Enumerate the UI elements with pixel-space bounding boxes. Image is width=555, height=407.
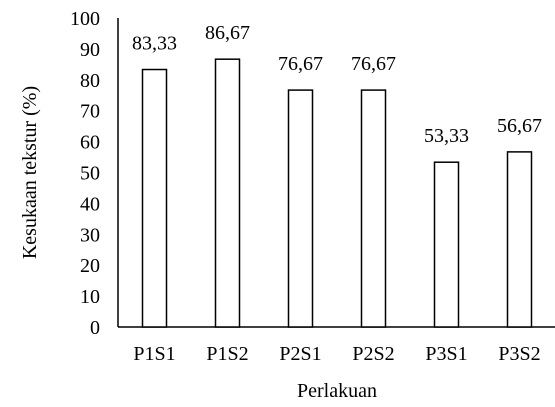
bar-p1s1 bbox=[141, 68, 168, 328]
data-label-p1s1: 83,33 bbox=[132, 33, 177, 55]
x-tick-label-p3s2: P3S2 bbox=[498, 343, 540, 365]
bar-p2s2 bbox=[360, 89, 387, 328]
bar-p3s1 bbox=[433, 161, 460, 328]
data-labels-group: 83,33 86,67 76,67 76,67 53,33 56,67 bbox=[132, 22, 542, 147]
data-label-p3s1: 53,33 bbox=[424, 125, 469, 147]
bar-p3s2 bbox=[506, 151, 533, 328]
y-tick-label: 20 bbox=[80, 255, 100, 277]
x-tick-label-p3s1: P3S1 bbox=[425, 343, 467, 365]
y-axis-title: Kesukaan tekstur (%) bbox=[19, 86, 41, 259]
y-tick-label: 70 bbox=[80, 101, 100, 123]
x-axis-tick-labels: P1S1 P1S2 P2S1 P2S2 P3S1 P3S2 bbox=[133, 343, 540, 365]
bar-p1s2 bbox=[214, 58, 241, 328]
bars-group bbox=[141, 58, 533, 328]
x-tick-label-p2s2: P2S2 bbox=[352, 343, 394, 365]
y-tick-label: 50 bbox=[80, 163, 100, 185]
x-tick-label-p1s2: P1S2 bbox=[206, 343, 248, 365]
y-tick-label: 40 bbox=[80, 193, 100, 215]
data-label-p3s2: 56,67 bbox=[497, 115, 542, 137]
y-tick-label: 80 bbox=[80, 70, 100, 92]
data-label-p2s1: 76,67 bbox=[278, 53, 323, 75]
y-tick-label: 90 bbox=[80, 39, 100, 61]
x-axis-title: Perlakuan bbox=[297, 380, 377, 402]
y-tick-label: 10 bbox=[80, 286, 100, 308]
data-label-p2s2: 76,67 bbox=[351, 53, 396, 75]
x-tick-label-p1s1: P1S1 bbox=[133, 343, 175, 365]
data-label-p1s2: 86,67 bbox=[205, 22, 250, 44]
x-tick-label-p2s1: P2S1 bbox=[279, 343, 321, 365]
y-tick-label: 0 bbox=[90, 317, 100, 339]
y-axis-tick-labels: 0 10 20 30 40 50 60 70 80 90 100 bbox=[70, 8, 100, 339]
y-tick-label: 100 bbox=[70, 8, 100, 30]
y-tick-label: 60 bbox=[80, 132, 100, 154]
y-tick-label: 30 bbox=[80, 224, 100, 246]
bar-p2s1 bbox=[287, 89, 314, 328]
